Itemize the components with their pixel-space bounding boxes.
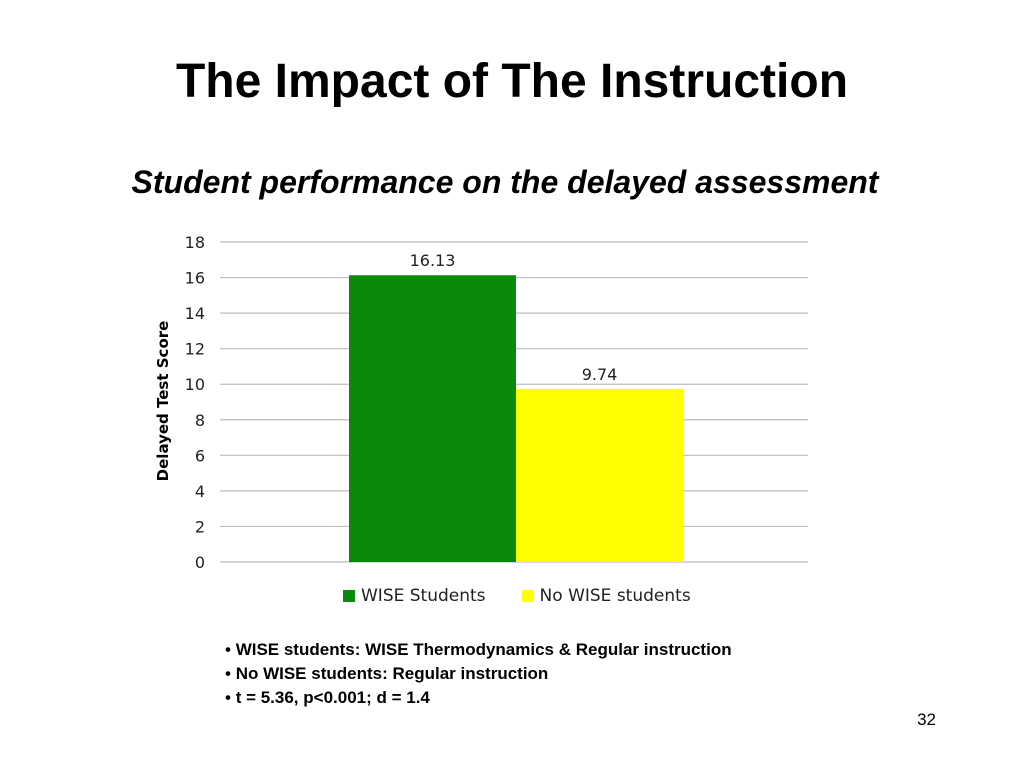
y-tick-label: 8 xyxy=(195,411,205,430)
note-item: t = 5.36, p<0.001; d = 1.4 xyxy=(225,686,732,710)
slide-subtitle: Student performance on the delayed asses… xyxy=(131,164,879,200)
y-tick-label: 4 xyxy=(195,482,205,501)
bar-wise-students xyxy=(349,275,516,562)
legend-item-no-wise-students: No WISE students xyxy=(521,586,691,606)
slide-title: The Impact of The Instruction xyxy=(175,55,849,108)
page-number: 32 xyxy=(917,710,936,729)
legend-item-wise-students: WISE Students xyxy=(343,586,486,606)
legend-swatch-no-wise-students xyxy=(521,590,534,602)
chart-legend: WISE Students No WISE students xyxy=(343,586,691,606)
bar-chart: 0 2 4 6 8 10 12 14 16 18 16.13 9.74 Delayed Test S… xyxy=(140,225,840,620)
y-tick-label: 6 xyxy=(195,446,205,465)
notes-list: WISE students: WISE Thermodynamics & Reg… xyxy=(225,638,732,710)
bar-no-wise-students xyxy=(516,388,683,562)
y-tick-label: 0 xyxy=(195,553,205,572)
y-tick-labels: 0 2 4 6 8 10 12 14 16 18 xyxy=(185,233,205,572)
note-item: No WISE students: Regular instruction xyxy=(225,662,732,686)
legend-swatch-wise-students xyxy=(343,590,355,602)
y-tick-label: 14 xyxy=(185,304,205,323)
y-tick-label: 12 xyxy=(185,340,205,359)
chart-canvas: 0 2 4 6 8 10 12 14 16 18 16.13 9.74 Delayed Test S… xyxy=(154,233,808,572)
bars xyxy=(349,275,683,562)
data-label-wise-students: 16.13 xyxy=(410,251,456,270)
y-tick-label: 2 xyxy=(195,517,205,536)
note-item: WISE students: WISE Thermodynamics & Reg… xyxy=(225,638,732,662)
y-tick-label: 10 xyxy=(185,375,205,394)
legend-label-wise-students: WISE Students xyxy=(361,586,486,606)
y-axis-title: Delayed Test Score xyxy=(154,321,172,482)
legend-label-no-wise-students: No WISE students xyxy=(539,586,691,606)
y-tick-label: 18 xyxy=(185,233,205,252)
data-label-no-wise-students: 9.74 xyxy=(582,365,618,384)
data-labels: 16.13 9.74 xyxy=(410,251,618,384)
y-tick-label: 16 xyxy=(185,269,205,288)
